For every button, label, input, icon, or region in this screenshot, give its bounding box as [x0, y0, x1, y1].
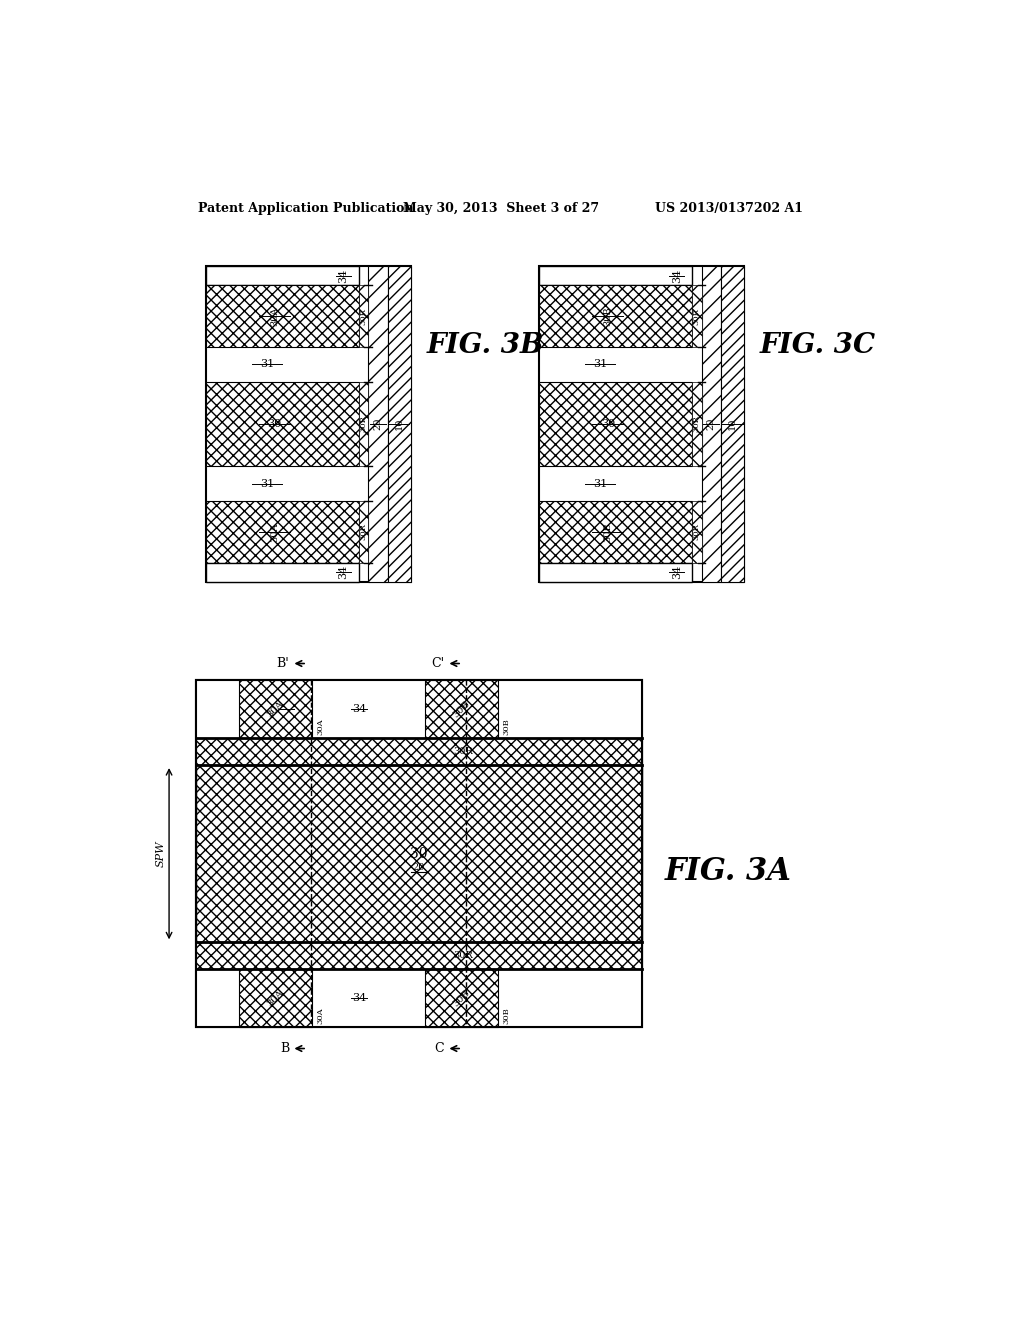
Bar	[369, 267, 388, 582]
Bar	[206, 267, 359, 285]
Bar	[206, 562, 359, 582]
Text: 34: 34	[352, 993, 366, 1003]
Bar	[359, 285, 369, 347]
Bar	[539, 267, 692, 285]
Bar	[197, 766, 642, 942]
Text: 30: 30	[267, 418, 282, 429]
Text: 30A: 30A	[316, 1007, 325, 1024]
Bar	[206, 267, 411, 582]
Text: B': B'	[276, 657, 289, 671]
Text: SPW: SPW	[156, 841, 166, 867]
Text: 30R: 30R	[359, 524, 368, 540]
Text: 30A: 30A	[270, 523, 280, 541]
Text: 34: 34	[672, 269, 682, 282]
Bar	[206, 285, 359, 347]
Text: 20: 20	[707, 418, 716, 430]
Text: May 30, 2013  Sheet 3 of 27: May 30, 2013 Sheet 3 of 27	[403, 202, 599, 215]
Text: 20: 20	[413, 863, 425, 873]
Text: 31: 31	[260, 359, 274, 370]
Text: 30A: 30A	[270, 306, 280, 326]
Text: 30R: 30R	[693, 308, 700, 325]
Text: 31: 31	[260, 479, 274, 488]
Bar	[197, 681, 642, 1027]
Bar	[692, 285, 701, 347]
Bar	[721, 267, 744, 582]
Text: 30B: 30B	[503, 718, 510, 735]
Text: 10: 10	[394, 418, 403, 430]
Text: 30A: 30A	[265, 700, 286, 719]
Bar	[197, 738, 642, 766]
Bar	[692, 502, 701, 562]
Bar	[388, 267, 411, 582]
Text: C': C'	[431, 657, 444, 671]
Text: 30R: 30R	[693, 416, 700, 433]
Text: 30B: 30B	[452, 987, 472, 1008]
Text: 30R: 30R	[454, 952, 473, 960]
Bar	[197, 681, 642, 738]
Bar	[206, 381, 359, 466]
Text: 31: 31	[593, 479, 607, 488]
Text: US 2013/0137202 A1: US 2013/0137202 A1	[655, 202, 803, 215]
Text: FIG. 3B: FIG. 3B	[426, 331, 544, 359]
Text: B: B	[280, 1041, 289, 1055]
Text: 30A: 30A	[265, 989, 286, 1008]
Text: 30B: 30B	[503, 1007, 510, 1024]
Bar	[206, 502, 359, 562]
Bar	[701, 267, 721, 582]
Text: FIG. 3C: FIG. 3C	[760, 331, 876, 359]
Text: 30B: 30B	[452, 700, 472, 719]
Bar	[539, 381, 692, 466]
Text: 31: 31	[593, 359, 607, 370]
Text: 34: 34	[672, 565, 682, 579]
Bar	[197, 969, 642, 1027]
Text: 20: 20	[374, 418, 382, 430]
Bar	[239, 681, 312, 738]
Text: 34: 34	[352, 705, 366, 714]
Text: 30B: 30B	[603, 521, 612, 541]
Text: 10: 10	[728, 418, 737, 430]
Text: 30B: 30B	[603, 306, 612, 326]
Bar	[359, 381, 369, 466]
Bar	[692, 381, 701, 466]
Text: 30A: 30A	[316, 718, 325, 735]
Bar	[539, 285, 692, 347]
Bar	[539, 562, 692, 582]
Text: 30: 30	[601, 418, 615, 429]
Bar	[197, 681, 642, 1027]
Bar	[359, 502, 369, 562]
Bar	[539, 267, 744, 582]
Text: Patent Application Publication: Patent Application Publication	[198, 202, 414, 215]
Text: C: C	[434, 1041, 444, 1055]
Text: 34: 34	[339, 565, 348, 579]
Text: FIG. 3A: FIG. 3A	[665, 855, 792, 887]
Bar	[425, 681, 499, 738]
Text: 30: 30	[411, 846, 428, 861]
Text: 30R: 30R	[454, 747, 473, 756]
Bar	[425, 969, 499, 1027]
Text: 30R: 30R	[693, 524, 700, 540]
Text: 30R: 30R	[359, 308, 368, 325]
Bar	[239, 969, 312, 1027]
Text: 34: 34	[339, 269, 348, 282]
Text: 30R: 30R	[359, 416, 368, 433]
Bar	[539, 502, 692, 562]
Bar	[197, 942, 642, 969]
